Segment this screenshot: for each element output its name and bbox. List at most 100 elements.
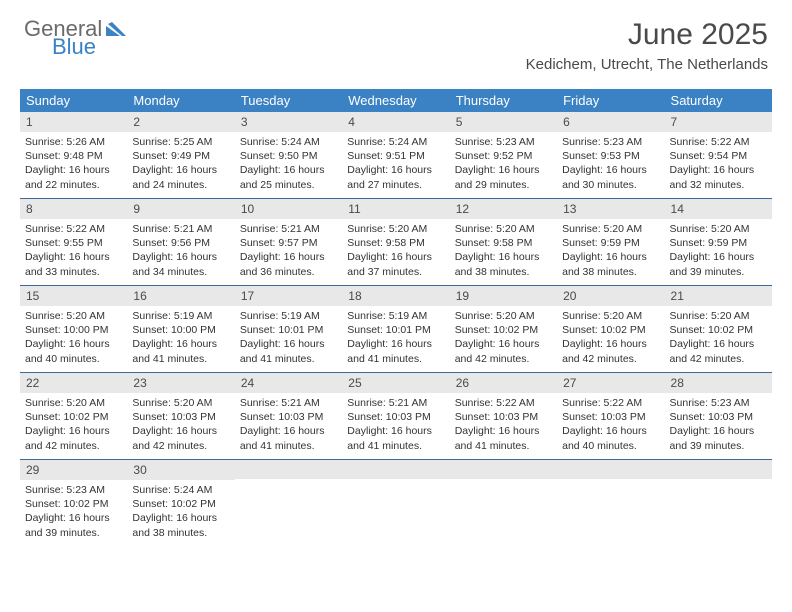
dow-header: Saturday — [665, 89, 772, 112]
day-number — [342, 460, 449, 479]
day-cell: 13Sunrise: 5:20 AMSunset: 9:59 PMDayligh… — [557, 199, 664, 285]
week-row: 15Sunrise: 5:20 AMSunset: 10:00 PMDaylig… — [20, 285, 772, 372]
day-body: Sunrise: 5:24 AMSunset: 10:02 PMDaylight… — [127, 480, 234, 546]
day-number: 22 — [20, 373, 127, 393]
day-number: 10 — [235, 199, 342, 219]
day-number: 23 — [127, 373, 234, 393]
day-number: 9 — [127, 199, 234, 219]
day-number: 1 — [20, 112, 127, 132]
day-cell — [235, 460, 342, 546]
day-body: Sunrise: 5:20 AMSunset: 10:00 PMDaylight… — [20, 306, 127, 372]
day-cell: 15Sunrise: 5:20 AMSunset: 10:00 PMDaylig… — [20, 286, 127, 372]
day-body: Sunrise: 5:20 AMSunset: 10:02 PMDaylight… — [450, 306, 557, 372]
day-cell: 16Sunrise: 5:19 AMSunset: 10:00 PMDaylig… — [127, 286, 234, 372]
day-number: 7 — [665, 112, 772, 132]
day-number: 30 — [127, 460, 234, 480]
day-body: Sunrise: 5:19 AMSunset: 10:00 PMDaylight… — [127, 306, 234, 372]
day-cell: 2Sunrise: 5:25 AMSunset: 9:49 PMDaylight… — [127, 112, 234, 198]
day-number: 16 — [127, 286, 234, 306]
day-number: 14 — [665, 199, 772, 219]
day-cell: 17Sunrise: 5:19 AMSunset: 10:01 PMDaylig… — [235, 286, 342, 372]
day-cell: 18Sunrise: 5:19 AMSunset: 10:01 PMDaylig… — [342, 286, 449, 372]
day-body: Sunrise: 5:24 AMSunset: 9:51 PMDaylight:… — [342, 132, 449, 198]
day-body: Sunrise: 5:19 AMSunset: 10:01 PMDaylight… — [235, 306, 342, 372]
day-number: 26 — [450, 373, 557, 393]
dow-header: Sunday — [20, 89, 127, 112]
day-body: Sunrise: 5:20 AMSunset: 9:59 PMDaylight:… — [557, 219, 664, 285]
day-cell: 28Sunrise: 5:23 AMSunset: 10:03 PMDaylig… — [665, 373, 772, 459]
day-cell: 8Sunrise: 5:22 AMSunset: 9:55 PMDaylight… — [20, 199, 127, 285]
day-number: 12 — [450, 199, 557, 219]
day-cell — [342, 460, 449, 546]
day-number: 28 — [665, 373, 772, 393]
dow-header: Wednesday — [342, 89, 449, 112]
day-cell: 24Sunrise: 5:21 AMSunset: 10:03 PMDaylig… — [235, 373, 342, 459]
location: Kedichem, Utrecht, The Netherlands — [526, 56, 768, 73]
day-cell: 20Sunrise: 5:20 AMSunset: 10:02 PMDaylig… — [557, 286, 664, 372]
day-of-week-header: SundayMondayTuesdayWednesdayThursdayFrid… — [20, 89, 772, 112]
day-cell — [665, 460, 772, 546]
day-body: Sunrise: 5:23 AMSunset: 10:02 PMDaylight… — [20, 480, 127, 546]
day-body: Sunrise: 5:22 AMSunset: 9:55 PMDaylight:… — [20, 219, 127, 285]
day-cell: 7Sunrise: 5:22 AMSunset: 9:54 PMDaylight… — [665, 112, 772, 198]
week-row: 8Sunrise: 5:22 AMSunset: 9:55 PMDaylight… — [20, 198, 772, 285]
day-body: Sunrise: 5:20 AMSunset: 9:59 PMDaylight:… — [665, 219, 772, 285]
day-cell: 10Sunrise: 5:21 AMSunset: 9:57 PMDayligh… — [235, 199, 342, 285]
day-cell: 19Sunrise: 5:20 AMSunset: 10:02 PMDaylig… — [450, 286, 557, 372]
day-cell: 3Sunrise: 5:24 AMSunset: 9:50 PMDaylight… — [235, 112, 342, 198]
day-body: Sunrise: 5:24 AMSunset: 9:50 PMDaylight:… — [235, 132, 342, 198]
day-body: Sunrise: 5:22 AMSunset: 10:03 PMDaylight… — [450, 393, 557, 459]
day-number: 19 — [450, 286, 557, 306]
day-cell: 12Sunrise: 5:20 AMSunset: 9:58 PMDayligh… — [450, 199, 557, 285]
logo-text-2: Blue — [52, 36, 126, 58]
day-number: 20 — [557, 286, 664, 306]
day-number: 27 — [557, 373, 664, 393]
day-cell: 11Sunrise: 5:20 AMSunset: 9:58 PMDayligh… — [342, 199, 449, 285]
day-body: Sunrise: 5:21 AMSunset: 10:03 PMDaylight… — [342, 393, 449, 459]
day-number: 11 — [342, 199, 449, 219]
day-body: Sunrise: 5:20 AMSunset: 10:02 PMDaylight… — [665, 306, 772, 372]
day-body: Sunrise: 5:25 AMSunset: 9:49 PMDaylight:… — [127, 132, 234, 198]
day-cell: 25Sunrise: 5:21 AMSunset: 10:03 PMDaylig… — [342, 373, 449, 459]
title-block: June 2025 Kedichem, Utrecht, The Netherl… — [526, 18, 768, 73]
day-number — [557, 460, 664, 479]
day-body: Sunrise: 5:21 AMSunset: 10:03 PMDaylight… — [235, 393, 342, 459]
calendar: SundayMondayTuesdayWednesdayThursdayFrid… — [20, 89, 772, 546]
day-body: Sunrise: 5:22 AMSunset: 10:03 PMDaylight… — [557, 393, 664, 459]
day-number: 6 — [557, 112, 664, 132]
day-cell: 1Sunrise: 5:26 AMSunset: 9:48 PMDaylight… — [20, 112, 127, 198]
day-cell: 14Sunrise: 5:20 AMSunset: 9:59 PMDayligh… — [665, 199, 772, 285]
page-title: June 2025 — [526, 18, 768, 52]
day-cell — [450, 460, 557, 546]
dow-header: Tuesday — [235, 89, 342, 112]
day-cell: 21Sunrise: 5:20 AMSunset: 10:02 PMDaylig… — [665, 286, 772, 372]
dow-header: Thursday — [450, 89, 557, 112]
day-cell: 29Sunrise: 5:23 AMSunset: 10:02 PMDaylig… — [20, 460, 127, 546]
day-body: Sunrise: 5:21 AMSunset: 9:56 PMDaylight:… — [127, 219, 234, 285]
day-number: 18 — [342, 286, 449, 306]
day-number — [235, 460, 342, 479]
day-body: Sunrise: 5:26 AMSunset: 9:48 PMDaylight:… — [20, 132, 127, 198]
day-number: 4 — [342, 112, 449, 132]
header: General Blue June 2025 Kedichem, Utrecht… — [0, 0, 792, 79]
day-cell: 4Sunrise: 5:24 AMSunset: 9:51 PMDaylight… — [342, 112, 449, 198]
day-number: 25 — [342, 373, 449, 393]
day-cell: 30Sunrise: 5:24 AMSunset: 10:02 PMDaylig… — [127, 460, 234, 546]
day-body: Sunrise: 5:21 AMSunset: 9:57 PMDaylight:… — [235, 219, 342, 285]
day-body: Sunrise: 5:23 AMSunset: 9:52 PMDaylight:… — [450, 132, 557, 198]
day-cell: 27Sunrise: 5:22 AMSunset: 10:03 PMDaylig… — [557, 373, 664, 459]
day-cell: 22Sunrise: 5:20 AMSunset: 10:02 PMDaylig… — [20, 373, 127, 459]
day-body: Sunrise: 5:20 AMSunset: 9:58 PMDaylight:… — [342, 219, 449, 285]
day-cell: 9Sunrise: 5:21 AMSunset: 9:56 PMDaylight… — [127, 199, 234, 285]
day-number: 5 — [450, 112, 557, 132]
day-number — [450, 460, 557, 479]
day-cell: 5Sunrise: 5:23 AMSunset: 9:52 PMDaylight… — [450, 112, 557, 198]
day-body: Sunrise: 5:19 AMSunset: 10:01 PMDaylight… — [342, 306, 449, 372]
day-cell: 26Sunrise: 5:22 AMSunset: 10:03 PMDaylig… — [450, 373, 557, 459]
day-number: 8 — [20, 199, 127, 219]
week-row: 29Sunrise: 5:23 AMSunset: 10:02 PMDaylig… — [20, 459, 772, 546]
day-cell — [557, 460, 664, 546]
day-body: Sunrise: 5:20 AMSunset: 10:02 PMDaylight… — [20, 393, 127, 459]
day-cell: 6Sunrise: 5:23 AMSunset: 9:53 PMDaylight… — [557, 112, 664, 198]
day-body: Sunrise: 5:23 AMSunset: 10:03 PMDaylight… — [665, 393, 772, 459]
